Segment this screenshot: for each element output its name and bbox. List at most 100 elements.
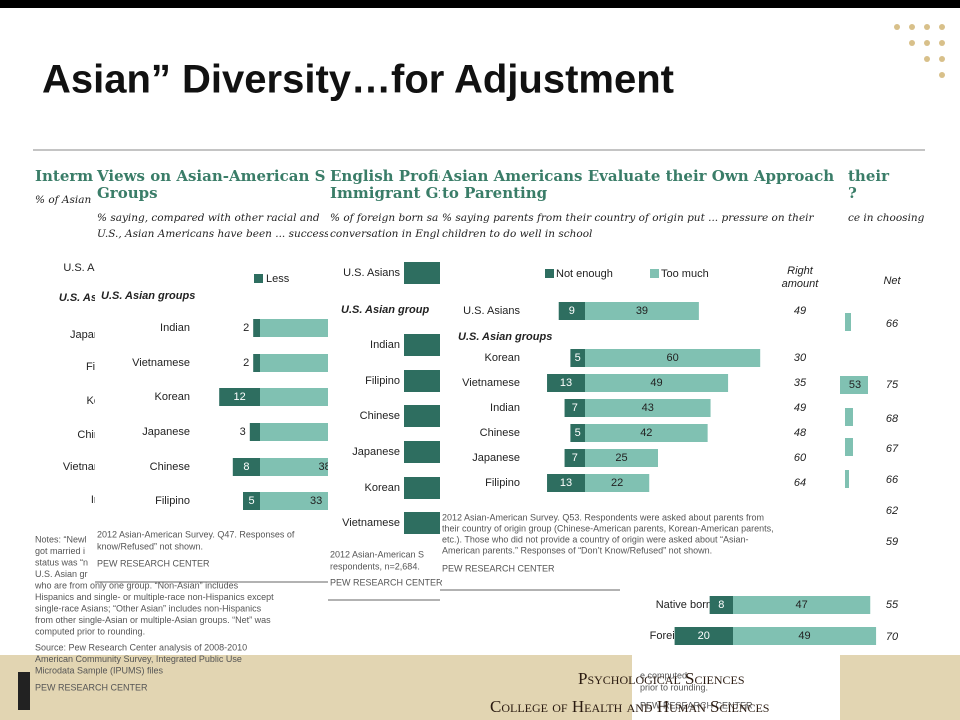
label: 2012 Asian-American Survey. Q53. Respond… — [442, 512, 764, 522]
top-bar — [0, 0, 960, 8]
bar-fragment — [845, 438, 853, 456]
bar — [260, 458, 328, 476]
value-label: 20 — [698, 630, 710, 642]
bar — [547, 474, 585, 492]
label: 64 — [794, 477, 806, 489]
bar-fragment — [260, 319, 328, 337]
bar — [733, 627, 877, 645]
label: % of Asian i — [35, 194, 98, 206]
value-label: 13 — [560, 377, 572, 389]
label: their — [848, 167, 890, 185]
label: 35 — [794, 377, 807, 389]
label: 48 — [794, 427, 807, 439]
label: Hispanics and single- or multiple-race n… — [35, 592, 274, 602]
label: children to do well in school — [442, 228, 592, 240]
bar — [260, 492, 328, 510]
label: 2012 Asian-American S — [330, 549, 424, 559]
bar-fragment — [404, 477, 440, 499]
label: 55 — [886, 599, 899, 611]
value-label: 8 — [243, 461, 249, 473]
bar-fragment — [404, 370, 440, 392]
label: Vietnamese — [342, 517, 400, 529]
label: Chinese — [480, 427, 520, 439]
label: know/Refused” not shown. — [97, 541, 203, 551]
label: Korean — [155, 391, 190, 403]
label: ce in choosing — [848, 212, 925, 224]
label: PEW RESEARCH CENTER — [35, 682, 148, 692]
label: Views on Asian-American S — [96, 167, 325, 185]
legend-swatch — [254, 274, 263, 283]
label: 2012 Asian-American Survey. Q47. Respons… — [97, 529, 295, 539]
label: who are from only one group. “Non-Asian”… — [34, 580, 239, 590]
label: Notes: “Newl — [35, 534, 87, 544]
value-label: 5 — [575, 352, 581, 364]
bar — [709, 596, 733, 614]
label: status was “n — [35, 557, 88, 567]
bar — [585, 374, 729, 392]
label: Chinese — [150, 461, 190, 473]
label: ? — [848, 184, 857, 202]
label: Net — [883, 275, 901, 287]
label: 75 — [886, 379, 899, 391]
label: Immigrant Gr — [330, 184, 447, 202]
value-label: 2 — [243, 322, 249, 334]
dots — [894, 24, 945, 78]
bar — [253, 319, 260, 337]
label: 53 — [849, 379, 861, 391]
label: English Profic — [330, 167, 448, 185]
label: U.S. Asian gr — [35, 569, 88, 579]
bar — [585, 349, 761, 367]
label: Japanese — [352, 446, 400, 458]
value-label: 7 — [572, 402, 578, 414]
label: computed prior to rounding. — [35, 626, 145, 636]
label: to Parenting — [442, 184, 548, 202]
label: % saying, compared with other racial and — [97, 212, 320, 224]
label: American Community Survey, Integrated Pu… — [35, 654, 242, 664]
label: Microdata Sample (IPUMS) files — [35, 665, 164, 675]
value-label: 5 — [248, 495, 254, 507]
label: % of foreign born sa — [330, 212, 438, 224]
label: U.S. Asian groups — [458, 331, 552, 343]
label: Japan — [70, 329, 100, 341]
value-label: 5 — [575, 427, 581, 439]
bar-fragment — [845, 313, 851, 331]
label: Groups — [97, 184, 158, 202]
label: Filipino — [155, 495, 190, 507]
label: PEW RESEARCH CENTER — [97, 558, 210, 568]
bar — [674, 627, 733, 645]
label: Psychological Sciences — [578, 669, 745, 688]
bar — [570, 424, 585, 442]
label: Right — [787, 265, 814, 277]
legend-swatch — [650, 269, 659, 278]
label: Vietnan — [63, 461, 100, 473]
label: prior to rounding. — [640, 682, 708, 692]
label: U.S. Asian groups — [101, 290, 195, 302]
value-label: 25 — [615, 452, 627, 464]
bar — [733, 596, 871, 614]
label: Filipino — [365, 375, 400, 387]
value-label: 22 — [611, 477, 623, 489]
bar — [585, 302, 699, 320]
label: U.S., Asian Americans have been ... succ… — [97, 228, 330, 240]
label: PEW RESEARCH CENTER — [442, 563, 555, 573]
value-label: 8 — [718, 599, 724, 611]
bar — [232, 458, 260, 476]
value-label: 2 — [243, 357, 249, 369]
bar — [219, 388, 260, 406]
label: 30 — [794, 352, 807, 364]
label: Asian” Diversity…for Adjustment — [42, 58, 674, 102]
value-label: 49 — [650, 377, 662, 389]
label: Korean — [485, 352, 520, 364]
value-label: 42 — [640, 427, 652, 439]
value-label: 13 — [560, 477, 572, 489]
value-label: 49 — [798, 630, 810, 642]
label: Chinese — [360, 410, 400, 422]
bar-fragment — [404, 262, 440, 284]
label: U.S. Asi — [59, 292, 101, 304]
bar — [564, 449, 585, 467]
panel — [440, 165, 840, 580]
label: Too much — [661, 268, 709, 280]
bar-fragment — [260, 354, 328, 372]
label: U.S. As — [63, 262, 100, 274]
label: 66 — [886, 474, 899, 486]
